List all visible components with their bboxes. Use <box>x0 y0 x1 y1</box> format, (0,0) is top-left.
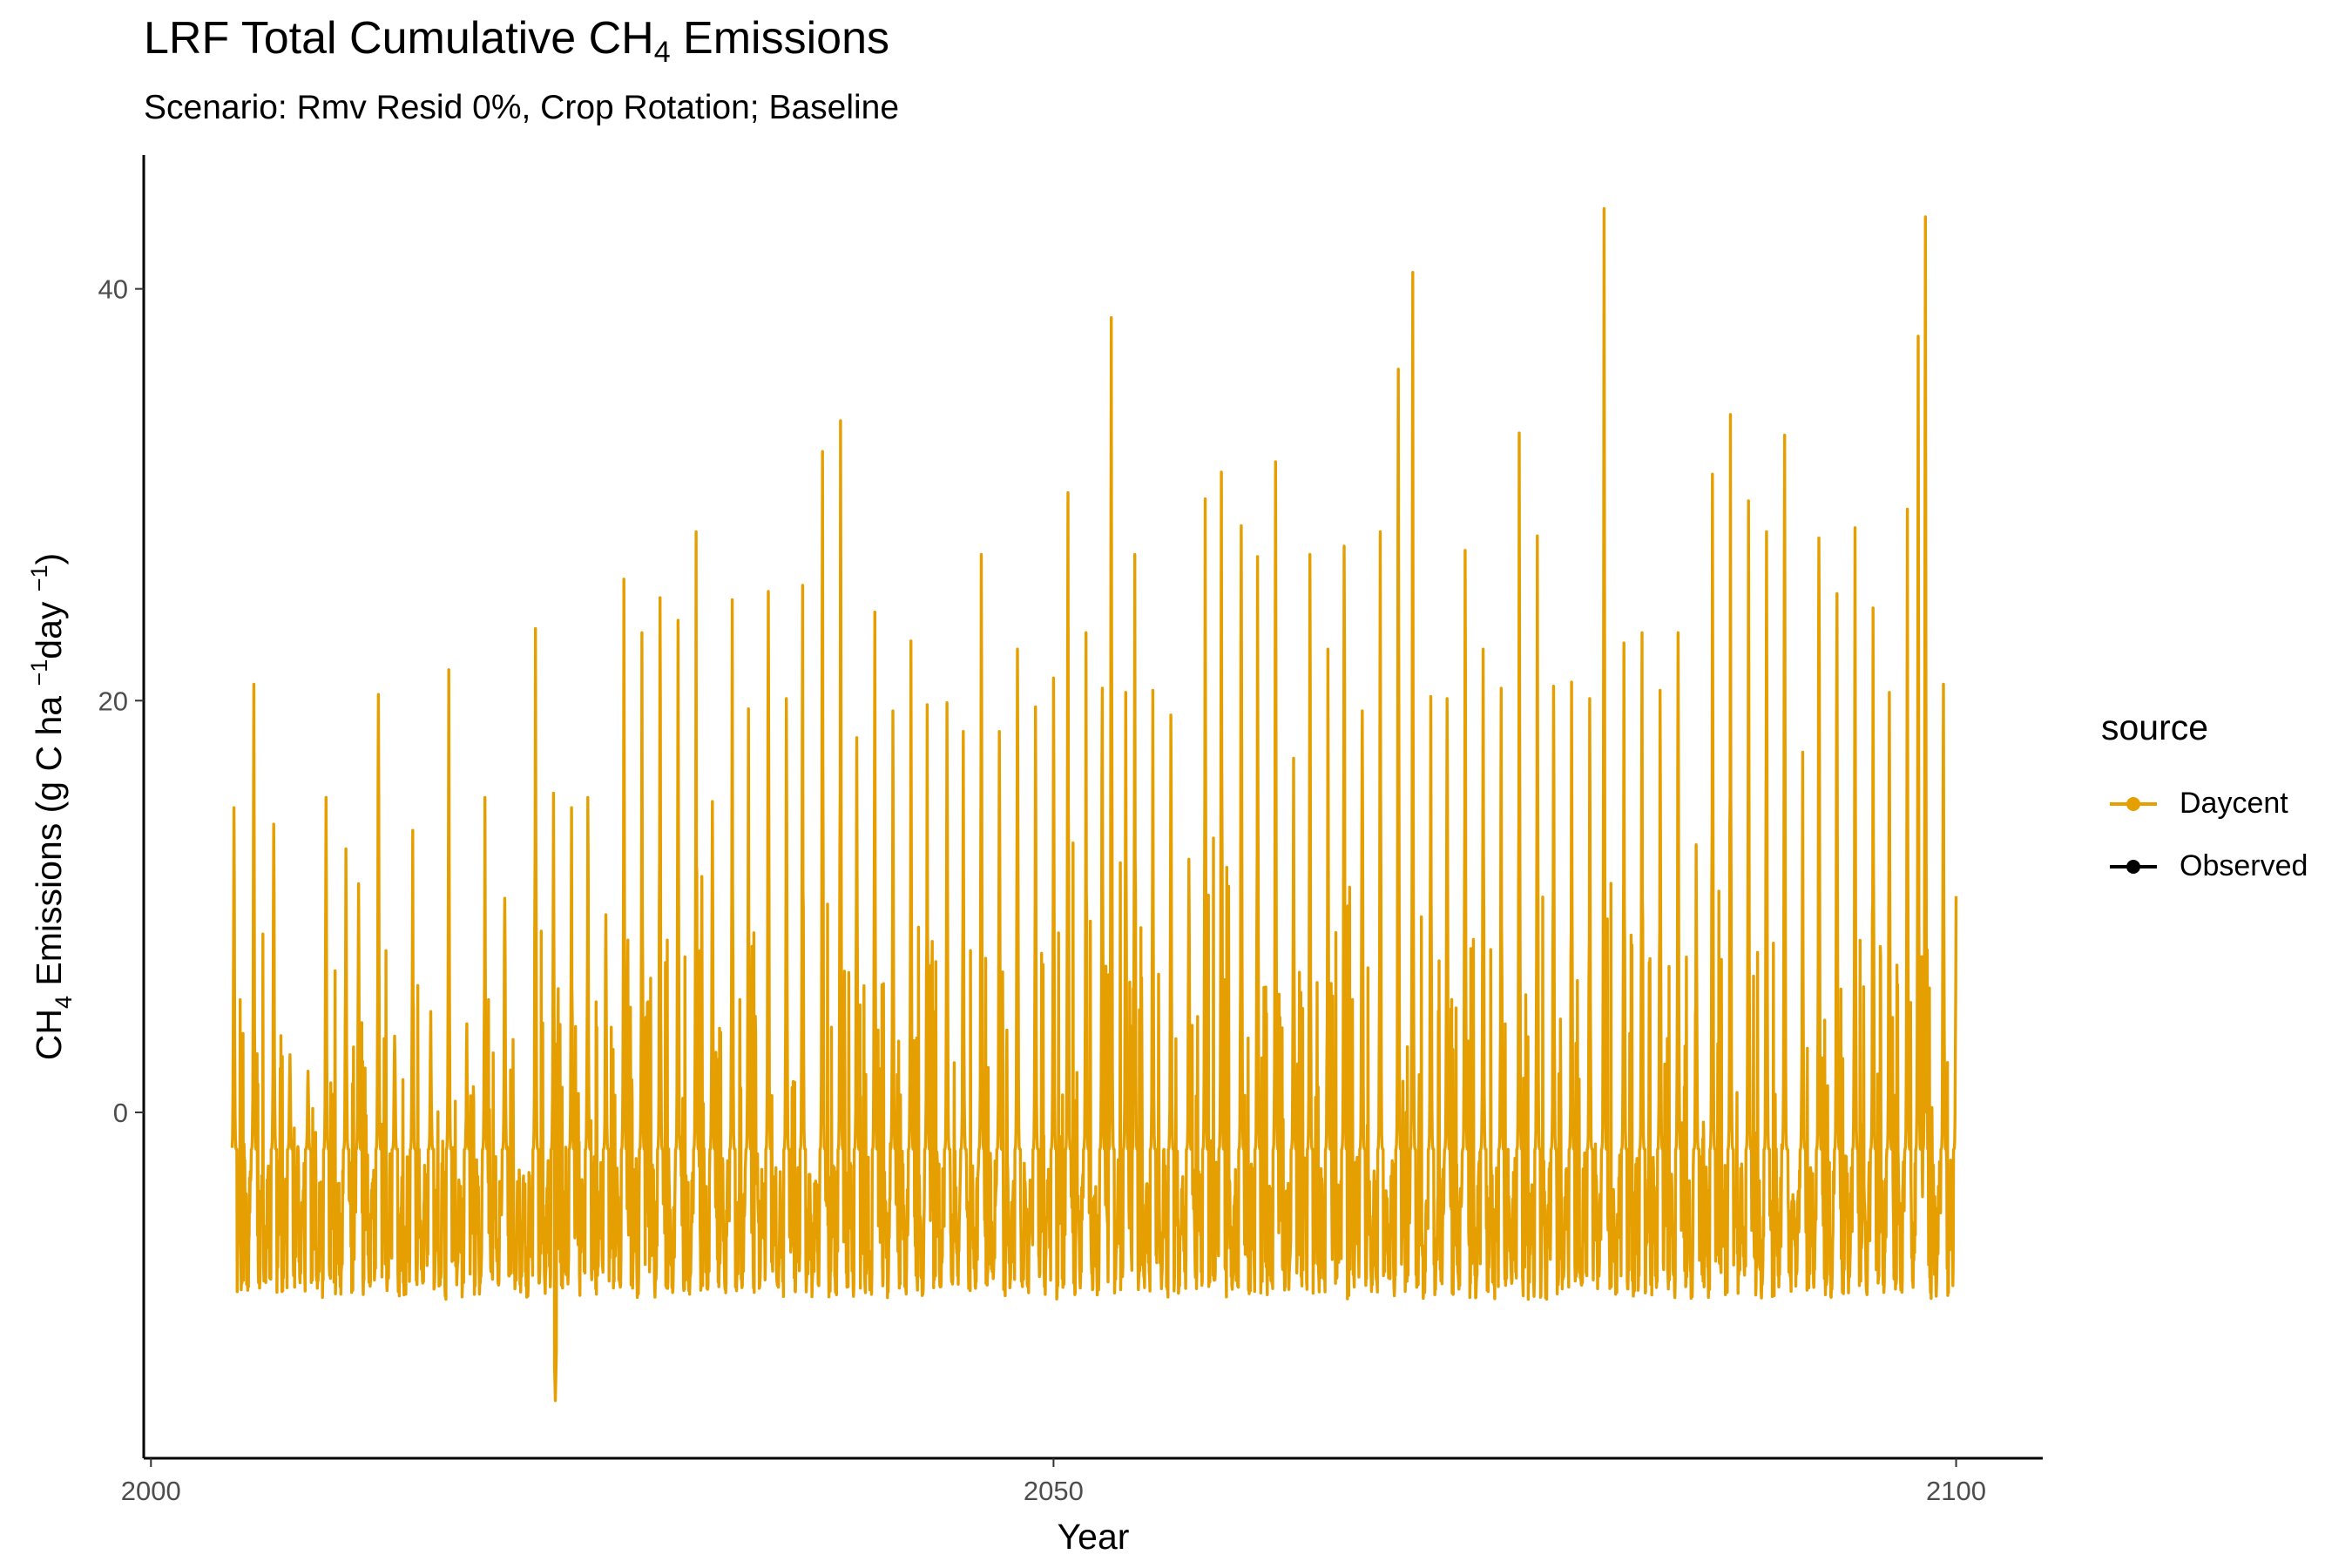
legend-key-observed <box>2110 860 2157 874</box>
chart-subtitle: Scenario: Rmv Resid 0%, Crop Rotation; B… <box>144 89 900 126</box>
chart-title-subscript: 4 <box>653 36 671 69</box>
legend-key-daycent <box>2110 797 2157 811</box>
legend-title: source <box>2101 707 2209 747</box>
legend-label-observed: Observed <box>2180 849 2308 882</box>
chart-title-tail: Emissions <box>670 13 890 64</box>
legend-label-daycent: Daycent <box>2180 787 2288 820</box>
y-tick-label: 0 <box>113 1098 128 1128</box>
y-axis-title-close: ) <box>29 553 69 565</box>
y-tick-label: 40 <box>98 274 128 305</box>
y-axis-title: CH4 Emissions (g C ha −1day −1) <box>26 553 77 1060</box>
y-axis-title-subscript: 4 <box>51 996 77 1009</box>
y-axis-title-superscript-1: −1 <box>26 659 52 686</box>
y-axis-title-ch: CH <box>29 1009 69 1060</box>
chart-title: LRF Total Cumulative CH4 Emissions <box>144 12 889 70</box>
y-ticks: 0 20 40 <box>98 274 144 1128</box>
x-ticks: 2000 2050 2100 <box>121 1458 1986 1506</box>
legend-key-observed-point <box>2126 860 2140 874</box>
series-line-daycent <box>230 206 1958 1402</box>
x-tick-label: 2000 <box>121 1476 181 1506</box>
y-axis-title-day: day <box>29 591 69 659</box>
x-tick-label: 2050 <box>1024 1476 1084 1506</box>
y-axis-title-units: Emissions (g C ha <box>29 686 69 996</box>
legend-key-daycent-point <box>2126 797 2140 811</box>
x-tick-label: 2100 <box>1926 1476 1986 1506</box>
series-layer <box>230 206 1958 1402</box>
chart-title-main: LRF Total Cumulative CH <box>144 13 654 64</box>
y-tick-label: 20 <box>98 686 128 716</box>
y-axis-title-superscript-2: −1 <box>26 564 52 591</box>
x-axis-title: Year <box>1058 1517 1130 1557</box>
